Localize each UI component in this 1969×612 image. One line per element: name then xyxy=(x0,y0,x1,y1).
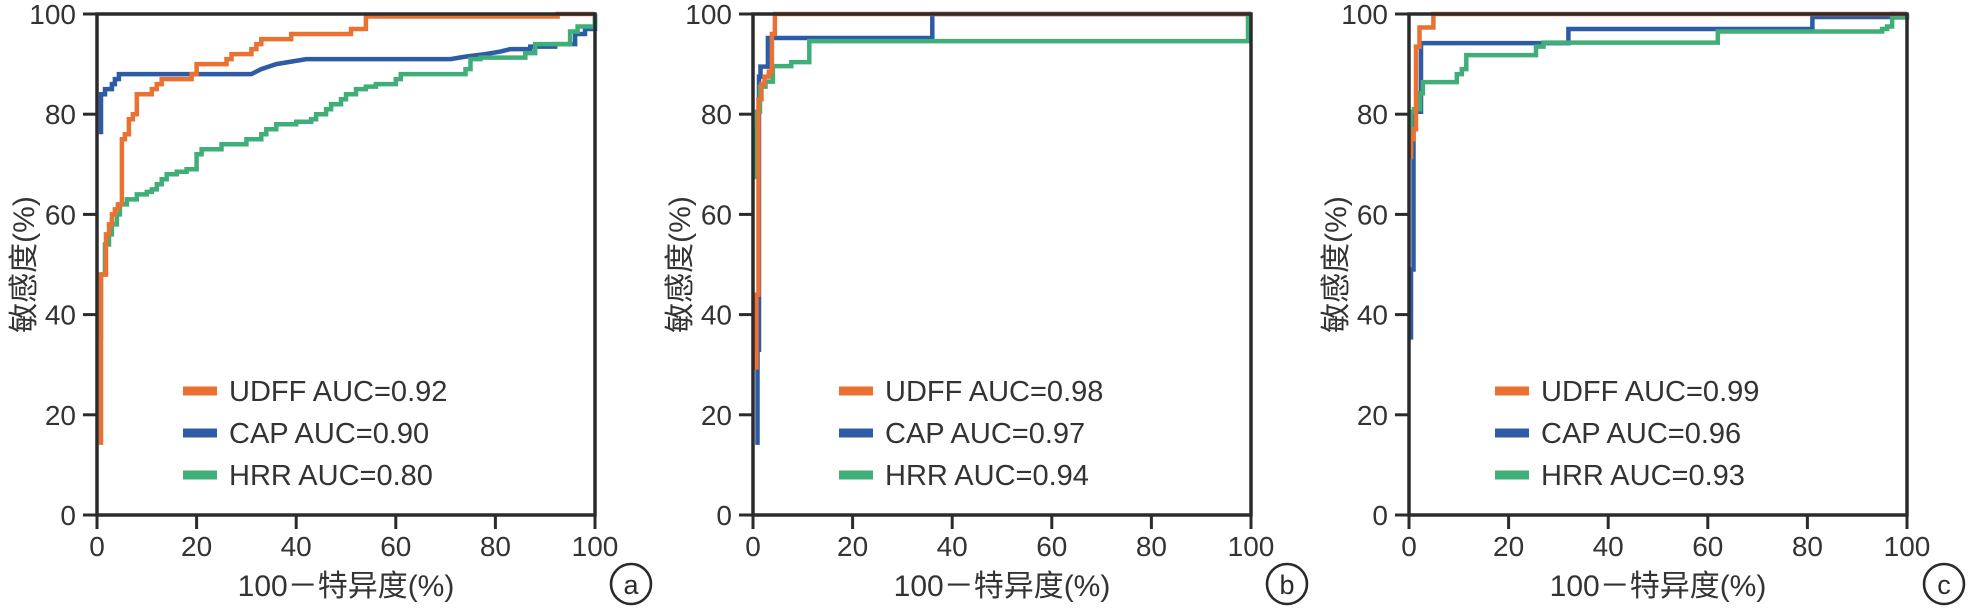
x-tick-label: 100 xyxy=(1228,531,1275,562)
y-tick-label: 0 xyxy=(1372,500,1388,531)
y-tick-label: 60 xyxy=(45,199,76,230)
y-tick-label: 0 xyxy=(716,500,732,531)
y-tick-label: 100 xyxy=(685,0,732,30)
roc-curve-cap xyxy=(98,14,598,135)
x-axis-label: 100－特异度(%) xyxy=(1550,570,1767,603)
y-tick-label: 100 xyxy=(1341,0,1388,30)
plot-frame xyxy=(1407,12,1909,517)
panel-badge-circle xyxy=(609,562,653,606)
panel-badge-letter: a xyxy=(623,570,639,600)
roc-panel-b: 0 20 40 60 80 100 0 20 40 60 80 100 100－特异度(%) 敏感度(%)… xyxy=(656,0,1312,612)
x-tick-label: 40 xyxy=(281,531,312,562)
legend-label-hrr: HRR AUC=0.93 xyxy=(1541,460,1745,492)
x-axis-label: 100－特异度(%) xyxy=(238,570,455,603)
legend-label-hrr: HRR AUC=0.94 xyxy=(885,460,1089,492)
x-tick-label: 20 xyxy=(837,531,868,562)
roc-panel-a: 0 20 40 60 80 100 0 20 40 60 80 100 100－特异度(%) 敏感度(%)… xyxy=(0,0,656,612)
y-tick-label: 20 xyxy=(701,400,732,431)
x-tick-label: 60 xyxy=(380,531,411,562)
legend-label-cap: CAP AUC=0.90 xyxy=(229,418,429,450)
legend-label-udff: UDFF AUC=0.92 xyxy=(229,376,447,408)
y-tick-label: 60 xyxy=(701,199,732,230)
legend-label-udff: UDFF AUC=0.98 xyxy=(885,376,1103,408)
y-axis-label: 敏感度(%) xyxy=(1320,196,1353,333)
roc-curve-cap xyxy=(1408,11,1907,340)
roc-curve-udff xyxy=(754,11,1251,370)
panel-badge-circle xyxy=(1922,562,1966,606)
legend-label-udff: UDFF AUC=0.99 xyxy=(1541,376,1759,408)
x-tick-label: 20 xyxy=(181,531,212,562)
y-tick-label: 20 xyxy=(1357,400,1388,431)
y-tick-label: 80 xyxy=(1357,99,1388,130)
roc-chart-b: 0 20 40 60 80 100 0 20 40 60 80 100 100－特异度(%) 敏感度(%)… xyxy=(664,0,1309,606)
y-tick-label: 80 xyxy=(701,99,732,130)
x-axis-label: 100－特异度(%) xyxy=(894,570,1111,603)
roc-curve-udff xyxy=(1408,11,1907,160)
legend-label-cap: CAP AUC=0.96 xyxy=(1541,418,1741,450)
x-tick-label: 0 xyxy=(1401,531,1417,562)
y-tick-label: 60 xyxy=(1357,199,1388,230)
y-tick-label: 40 xyxy=(701,300,732,331)
panel-badge-letter: c xyxy=(1937,570,1951,600)
roc-curve-hrr xyxy=(1408,14,1910,150)
x-tick-label: 100 xyxy=(1884,531,1931,562)
x-tick-label: 80 xyxy=(1792,531,1823,562)
panel-badge-letter: b xyxy=(1279,570,1294,600)
roc-curve-udff xyxy=(98,11,595,445)
roc-panel-c: 0 20 40 60 80 100 0 20 40 60 80 100 100－特异度(%) 敏感度(%)… xyxy=(1312,0,1969,612)
y-tick-label: 100 xyxy=(29,0,76,30)
plot-frame xyxy=(751,12,1253,517)
y-axis-label: 敏感度(%) xyxy=(8,196,41,333)
x-tick-label: 40 xyxy=(937,531,968,562)
x-tick-label: 80 xyxy=(1136,531,1167,562)
roc-chart-c: 0 20 40 60 80 100 0 20 40 60 80 100 100－特异度(%) 敏感度(%)… xyxy=(1320,0,1966,606)
x-tick-label: 0 xyxy=(745,531,761,562)
x-tick-label: 60 xyxy=(1036,531,1067,562)
y-tick-label: 40 xyxy=(1357,300,1388,331)
x-tick-label: 20 xyxy=(1493,531,1524,562)
x-tick-label: 60 xyxy=(1692,531,1723,562)
legend-label-hrr: HRR AUC=0.80 xyxy=(229,460,433,492)
x-tick-label: 40 xyxy=(1593,531,1624,562)
y-tick-label: 40 xyxy=(45,300,76,331)
y-tick-label: 0 xyxy=(60,500,76,531)
y-tick-label: 80 xyxy=(45,99,76,130)
plot-frame xyxy=(95,12,597,517)
roc-curve-hrr xyxy=(98,14,598,340)
panel-badge-circle xyxy=(1265,562,1309,606)
roc-chart-a: 0 20 40 60 80 100 0 20 40 60 80 100 100－特异度(%) 敏感度(%)… xyxy=(8,0,653,606)
x-tick-label: 100 xyxy=(572,531,619,562)
legend-label-cap: CAP AUC=0.97 xyxy=(885,418,1085,450)
x-tick-label: 80 xyxy=(480,531,511,562)
y-axis-label: 敏感度(%) xyxy=(664,196,697,333)
x-tick-label: 0 xyxy=(89,531,105,562)
y-tick-label: 20 xyxy=(45,400,76,431)
